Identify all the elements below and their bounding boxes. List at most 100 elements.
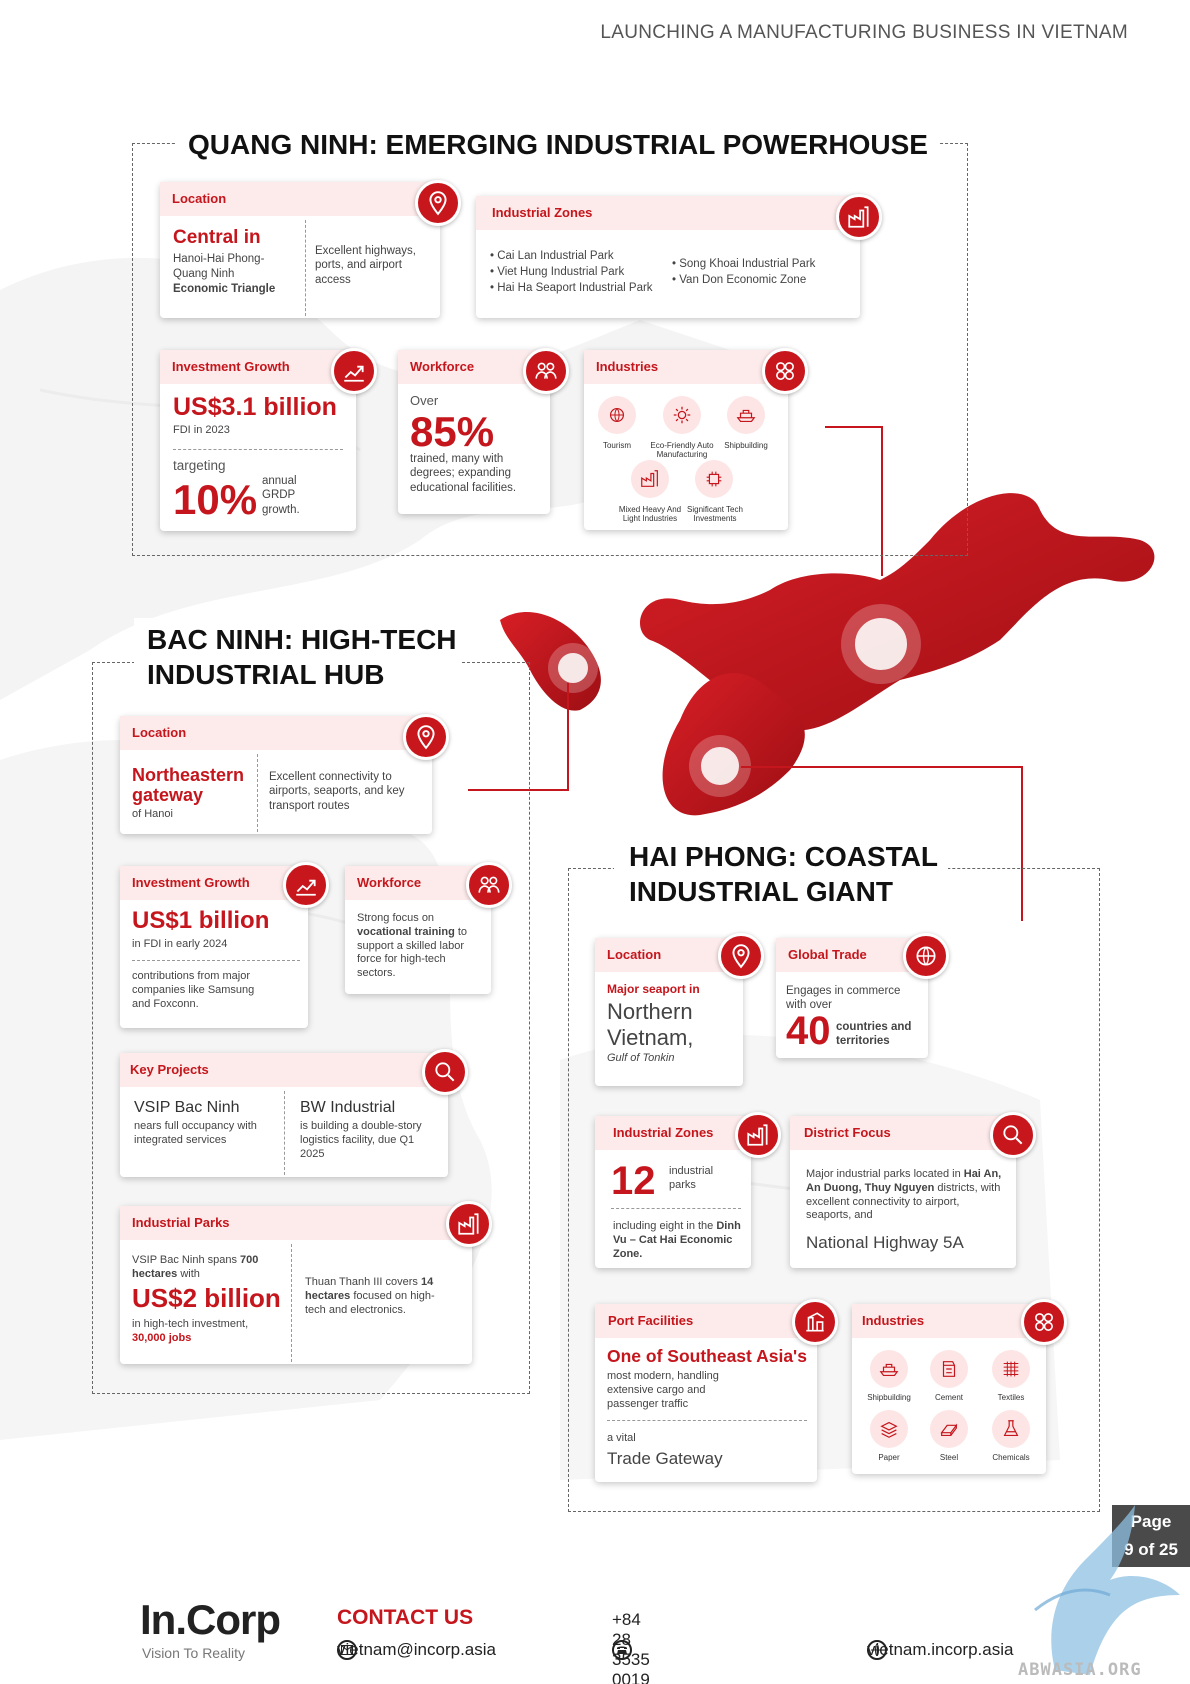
list-item: Hai Ha Seaport Industrial Park	[490, 280, 652, 296]
industry-cluster-icon	[1021, 1299, 1067, 1345]
brand-name: In.Corp	[140, 1596, 281, 1643]
district-bold: Hai An, An Duong, Thuy Nguyen	[806, 1168, 1002, 1194]
ship-icon	[870, 1350, 908, 1388]
parks-l4: 30,000 jobs	[132, 1332, 192, 1344]
phone-link[interactable]: +84 28 3535 0019	[612, 1610, 650, 1684]
location-sub: Quang Ninh	[173, 268, 235, 280]
qn-zones-card: Industrial Zones Cai Lan Industrial Park…	[476, 196, 860, 318]
industry-label: Shipbuilding	[867, 1393, 911, 1402]
workforce-percent: 85%	[410, 408, 495, 455]
bn-location-card: Location Northeastern gateway of Hanoi E…	[120, 716, 432, 834]
location-headline: gateway	[132, 785, 204, 805]
location-pin-icon	[403, 714, 449, 760]
location-big: Vietnam,	[607, 1025, 694, 1050]
list-item: Van Don Economic Zone	[672, 272, 815, 288]
district-post: districts, with excellent connectivity t…	[806, 1181, 1001, 1222]
bac-ninh-title-line1: BAC NINH: HIGH-TECH	[147, 624, 457, 655]
people-icon	[466, 862, 512, 908]
workforce-pre: Strong focus on	[357, 912, 435, 924]
card-label: Industries	[584, 350, 788, 384]
card-label: Global Trade	[776, 938, 928, 972]
red-map-shapes	[500, 493, 1155, 816]
growth-icon	[331, 348, 377, 394]
bn-investment-card: Investment Growth US$1 billion in FDI in…	[120, 866, 308, 1028]
industry-label: Tourism	[602, 441, 631, 450]
location-pin-icon	[415, 180, 461, 226]
chip-icon	[695, 460, 733, 498]
globe-icon	[903, 933, 949, 979]
website-link[interactable]: vietnam.incorp.asia	[867, 1640, 1013, 1660]
workforce-post: to support a skilled labor force for hig…	[357, 925, 468, 979]
industry-label: Steel	[939, 1453, 959, 1462]
leader-line	[468, 789, 569, 791]
hai-phong-title-line1: HAI PHONG: COASTAL	[629, 841, 939, 872]
industry-label: Mixed Heavy And Light Industries	[618, 505, 682, 523]
location-headline: Northeastern	[132, 765, 245, 785]
phone-icon	[612, 1640, 632, 1660]
contact-heading: CONTACT US	[337, 1606, 474, 1629]
qn-industries-card: Industries Tourism Eco-Friendly Auto Man…	[584, 350, 788, 530]
port-sub: most modern, handling extensive cargo an…	[607, 1370, 719, 1410]
factory-icon	[631, 460, 669, 498]
workforce-note: Strong focus on vocational training to s…	[357, 912, 481, 981]
watermark-bird	[1034, 1505, 1180, 1675]
leader-line	[1021, 766, 1023, 921]
gear-icon	[663, 396, 701, 434]
card-label: Investment Growth	[120, 866, 308, 900]
paper-icon	[870, 1410, 908, 1448]
zones-note: industrial parks	[669, 1165, 714, 1191]
hp-trade-card: Global Trade Engages in commerce with ov…	[776, 938, 928, 1058]
parks-r1: Thuan Thanh III covers	[305, 1276, 418, 1288]
trade-pre: Engages in commerce with over	[786, 985, 901, 1012]
growth-note: annual GRDP growth.	[262, 475, 300, 516]
port-pre: a vital	[607, 1432, 636, 1444]
page-number: 9 of 25	[1124, 1540, 1178, 1559]
watermark-text: ABWASIA.ORG	[1018, 1660, 1142, 1680]
investment-sub: FDI in 2023	[173, 424, 230, 436]
zones-list-right: Song Khoai Industrial Park Van Don Econo…	[672, 256, 815, 288]
bac-ninh-marker	[558, 653, 588, 683]
card-label: Industrial Parks	[120, 1206, 472, 1240]
phone-text: +84 28 3535 0019	[612, 1610, 650, 1684]
bac-ninh-title	[134, 618, 460, 696]
district-pre: Major industrial parks located in	[806, 1168, 961, 1180]
industry-cluster-icon	[762, 348, 808, 394]
hai-phong-title-line2: INDUSTRIAL GIANT	[629, 876, 893, 907]
project-title: VSIP Bac Ninh	[134, 1099, 240, 1116]
leader-line	[825, 426, 883, 428]
port-headline: One of Southeast Asia's	[607, 1346, 807, 1366]
card-label: Industrial Zones	[595, 1116, 751, 1150]
card-label: District Focus	[790, 1116, 1016, 1150]
hp-zones-card: Industrial Zones 12 industrial parks inc…	[595, 1116, 751, 1268]
trade-number: 40	[786, 1009, 831, 1053]
leader-line	[881, 426, 883, 576]
industry-label: Cement	[934, 1393, 963, 1402]
location-sub: Gulf of Tonkin	[607, 1052, 675, 1064]
parks-l2: with	[180, 1267, 200, 1280]
brand-logo[interactable]: In.Corp	[140, 1596, 281, 1644]
bn-projects-card: Key Projects VSIP Bac Ninh nears full oc…	[120, 1053, 448, 1177]
textiles-icon	[992, 1350, 1030, 1388]
email-link[interactable]: vietnam@incorp.asia	[337, 1640, 496, 1660]
targeting-label: targeting	[173, 458, 226, 473]
growth-percent: 10%	[173, 476, 258, 523]
card-label: Industries	[852, 1304, 1046, 1338]
search-icon	[990, 1112, 1036, 1158]
hp-industries-card: Industries Shipbuilding Cement Textiles …	[852, 1304, 1046, 1474]
industry-label: Shipbuilding	[724, 441, 768, 450]
zones-pre: including eight in the	[613, 1220, 714, 1232]
project-note: nears full occupancy with integrated ser…	[134, 1120, 257, 1146]
website-text: vietnam.incorp.asia	[867, 1640, 1014, 1659]
workforce-bold: vocational training	[357, 925, 455, 938]
parks-l2b: hectares	[132, 1267, 178, 1280]
tourism-icon	[598, 396, 636, 434]
parks-right: Thuan Thanh III covers 14 hectares focus…	[305, 1276, 455, 1317]
hp-port-card: Port Facilities One of Southeast Asia's …	[595, 1304, 817, 1482]
zones-number: 12	[611, 1159, 656, 1203]
cement-icon	[930, 1350, 968, 1388]
list-item: Viet Hung Industrial Park	[490, 264, 653, 280]
zones-list-left: Cai Lan Industrial Park Viet Hung Indust…	[490, 248, 653, 296]
parks-value: US$2 billion	[132, 1283, 281, 1313]
mail-icon	[337, 1640, 357, 1660]
parks-l1b: 700	[240, 1254, 259, 1266]
